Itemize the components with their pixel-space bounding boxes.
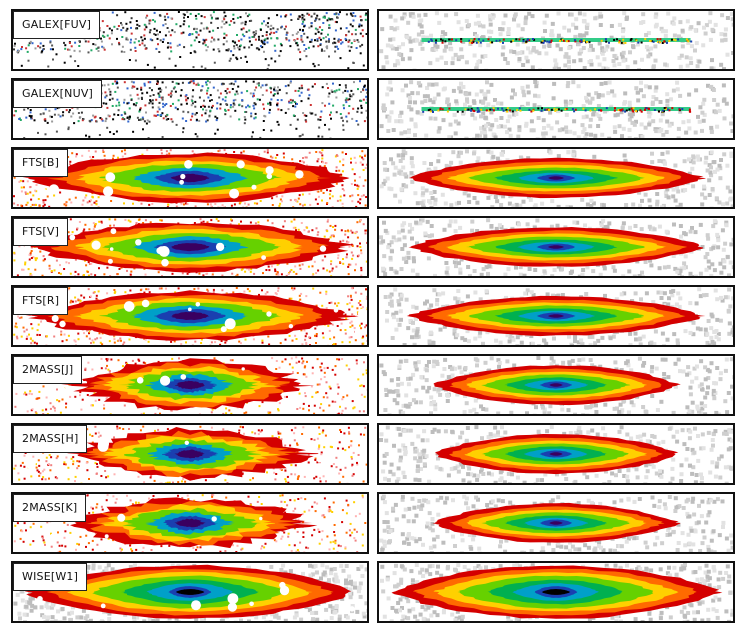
model-image-panel xyxy=(377,147,735,209)
model-image-panel xyxy=(377,423,735,485)
band-row: WISE[W1] xyxy=(11,561,739,623)
band-label: GALEX[NUV] xyxy=(13,80,103,108)
band-label: 2MASS[K] xyxy=(13,494,87,522)
band-label: WISE[W1] xyxy=(13,563,88,591)
observed-image-panel: 2MASS[H] xyxy=(11,423,369,485)
observed-image-panel: FTS[B] xyxy=(11,147,369,209)
model-image-panel xyxy=(377,9,735,71)
galaxy-contour-image xyxy=(14,356,367,414)
observed-image-panel: GALEX[NUV] xyxy=(11,78,369,140)
galaxy-contour-image xyxy=(13,494,367,552)
band-label: FTS[V] xyxy=(13,218,69,246)
observed-image-panel: FTS[R] xyxy=(11,285,369,347)
observed-image-panel: 2MASS[J] xyxy=(11,354,369,416)
galaxy-contour-image xyxy=(13,563,367,621)
galaxy-contour-image xyxy=(379,80,733,138)
band-row: GALEX[NUV] xyxy=(11,78,739,140)
galaxy-contour-image xyxy=(13,149,367,207)
observed-image-panel: GALEX[FUV] xyxy=(11,9,369,71)
model-image-panel xyxy=(377,216,735,278)
model-image-panel xyxy=(377,354,735,416)
model-image-panel xyxy=(377,492,735,554)
band-row: 2MASS[K] xyxy=(11,492,739,554)
galaxy-contour-image xyxy=(13,11,367,69)
galaxy-contour-image xyxy=(13,287,367,345)
observed-image-panel: 2MASS[K] xyxy=(11,492,369,554)
observed-image-panel: FTS[V] xyxy=(11,216,369,278)
galaxy-contour-image xyxy=(379,11,733,69)
model-image-panel xyxy=(377,561,735,623)
band-label: 2MASS[H] xyxy=(13,425,88,453)
band-row: 2MASS[J] xyxy=(11,354,739,416)
galaxy-contour-image xyxy=(13,218,367,276)
galaxy-contour-image xyxy=(379,563,733,621)
model-image-panel xyxy=(377,285,735,347)
galaxy-contour-image xyxy=(13,425,367,483)
band-label: FTS[B] xyxy=(13,149,69,177)
band-row: GALEX[FUV] xyxy=(11,9,739,71)
galaxy-contour-image xyxy=(379,287,733,345)
band-row: 2MASS[H] xyxy=(11,423,739,485)
galaxy-contour-image xyxy=(379,425,733,483)
galaxy-contour-image xyxy=(379,494,733,552)
galaxy-contour-image xyxy=(379,218,733,276)
band-label: GALEX[FUV] xyxy=(13,11,101,39)
galaxy-image-grid: GALEX[FUV] GALEX[NUV] FTS[B] FTS[V] FTS[R] 2M… xyxy=(11,9,739,630)
band-label: 2MASS[J] xyxy=(13,356,83,384)
galaxy-contour-image xyxy=(379,149,733,207)
model-image-panel xyxy=(377,78,735,140)
band-row: FTS[B] xyxy=(11,147,739,209)
band-label: FTS[R] xyxy=(13,287,69,315)
galaxy-contour-image xyxy=(379,356,733,414)
band-row: FTS[V] xyxy=(11,216,739,278)
band-row: FTS[R] xyxy=(11,285,739,347)
observed-image-panel: WISE[W1] xyxy=(11,561,369,623)
